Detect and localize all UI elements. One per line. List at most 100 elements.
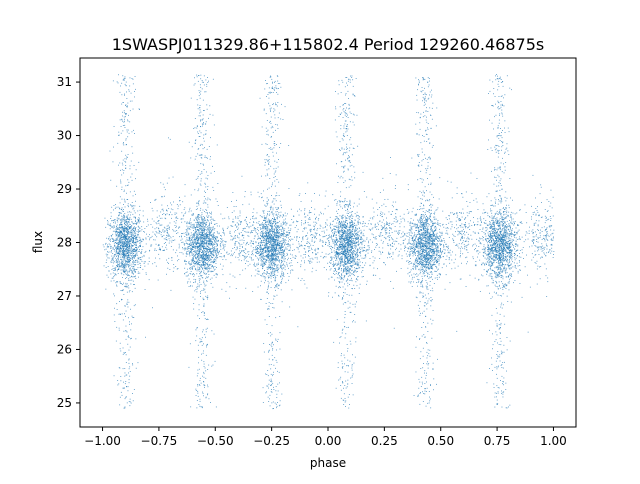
- data-point: [266, 232, 268, 234]
- data-point: [262, 224, 263, 226]
- data-point: [201, 171, 203, 173]
- data-point: [270, 238, 272, 240]
- data-point: [127, 105, 128, 107]
- data-point: [198, 252, 200, 253]
- data-point: [282, 238, 284, 239]
- data-point: [141, 256, 143, 258]
- data-point: [195, 209, 197, 210]
- data-point: [280, 276, 281, 278]
- data-point: [126, 243, 128, 245]
- data-point: [211, 254, 213, 255]
- data-point: [121, 243, 123, 244]
- data-point: [263, 254, 264, 256]
- data-point: [121, 231, 123, 233]
- data-point: [128, 265, 130, 267]
- data-point: [126, 277, 128, 278]
- data-point: [130, 249, 132, 250]
- data-point: [199, 398, 201, 400]
- data-point: [197, 80, 199, 82]
- data-point: [277, 266, 279, 268]
- data-point: [205, 209, 207, 210]
- data-point: [185, 232, 187, 233]
- data-point: [195, 246, 197, 248]
- data-point: [221, 256, 223, 258]
- data-point: [200, 382, 202, 384]
- data-point: [270, 234, 272, 236]
- data-point: [277, 249, 279, 251]
- data-point: [209, 250, 211, 251]
- data-point: [127, 299, 129, 301]
- data-point: [212, 218, 214, 220]
- data-point: [210, 216, 211, 218]
- data-point: [268, 273, 270, 274]
- data-point: [122, 111, 123, 113]
- data-point: [204, 268, 206, 270]
- data-point: [194, 228, 196, 230]
- data-point: [260, 285, 261, 287]
- data-point: [199, 250, 201, 252]
- data-point: [211, 253, 212, 255]
- data-point: [143, 261, 145, 263]
- data-point: [200, 246, 202, 248]
- data-point: [355, 268, 357, 269]
- data-point: [136, 261, 138, 263]
- data-point: [276, 259, 278, 261]
- data-point: [276, 268, 278, 269]
- data-point: [113, 270, 115, 271]
- data-point: [136, 230, 138, 232]
- data-point: [281, 281, 282, 282]
- data-point: [204, 236, 206, 238]
- data-point: [339, 262, 341, 264]
- data-point: [203, 110, 204, 111]
- data-point: [207, 297, 209, 298]
- data-point: [271, 229, 273, 231]
- data-point: [206, 255, 208, 256]
- data-point: [199, 84, 201, 86]
- data-point: [115, 257, 117, 259]
- data-point: [268, 387, 269, 389]
- data-point: [149, 249, 151, 251]
- data-point: [115, 260, 117, 262]
- data-point: [273, 344, 274, 346]
- data-point: [198, 253, 199, 255]
- data-point: [125, 113, 127, 115]
- data-point: [267, 213, 268, 215]
- data-point: [275, 237, 277, 239]
- data-point: [196, 226, 198, 228]
- data-point: [214, 248, 216, 250]
- data-point: [259, 246, 261, 248]
- data-point: [259, 254, 261, 255]
- data-point: [266, 244, 267, 246]
- data-point: [280, 250, 282, 251]
- data-point: [207, 226, 208, 228]
- data-point: [260, 193, 262, 195]
- data-point: [280, 233, 282, 234]
- data-point: [126, 254, 127, 256]
- data-point: [268, 260, 270, 262]
- data-point: [263, 240, 265, 242]
- data-point: [205, 396, 207, 398]
- data-point: [196, 245, 198, 247]
- data-point: [201, 344, 203, 346]
- data-point: [214, 247, 216, 249]
- data-point: [204, 183, 206, 185]
- data-point: [128, 274, 129, 276]
- data-point: [270, 240, 272, 242]
- data-point: [195, 261, 196, 263]
- data-point: [124, 256, 126, 258]
- data-point: [204, 272, 206, 274]
- data-point: [115, 262, 117, 263]
- data-point: [186, 222, 188, 224]
- data-point: [265, 264, 267, 265]
- data-point: [200, 275, 202, 277]
- data-point: [121, 218, 123, 219]
- data-point: [115, 235, 117, 237]
- data-point: [137, 263, 139, 265]
- data-point: [116, 265, 118, 267]
- data-point: [192, 265, 194, 267]
- data-point: [263, 271, 265, 273]
- data-point: [200, 244, 202, 246]
- data-point: [124, 263, 126, 265]
- data-point: [201, 222, 203, 224]
- data-point: [284, 228, 286, 230]
